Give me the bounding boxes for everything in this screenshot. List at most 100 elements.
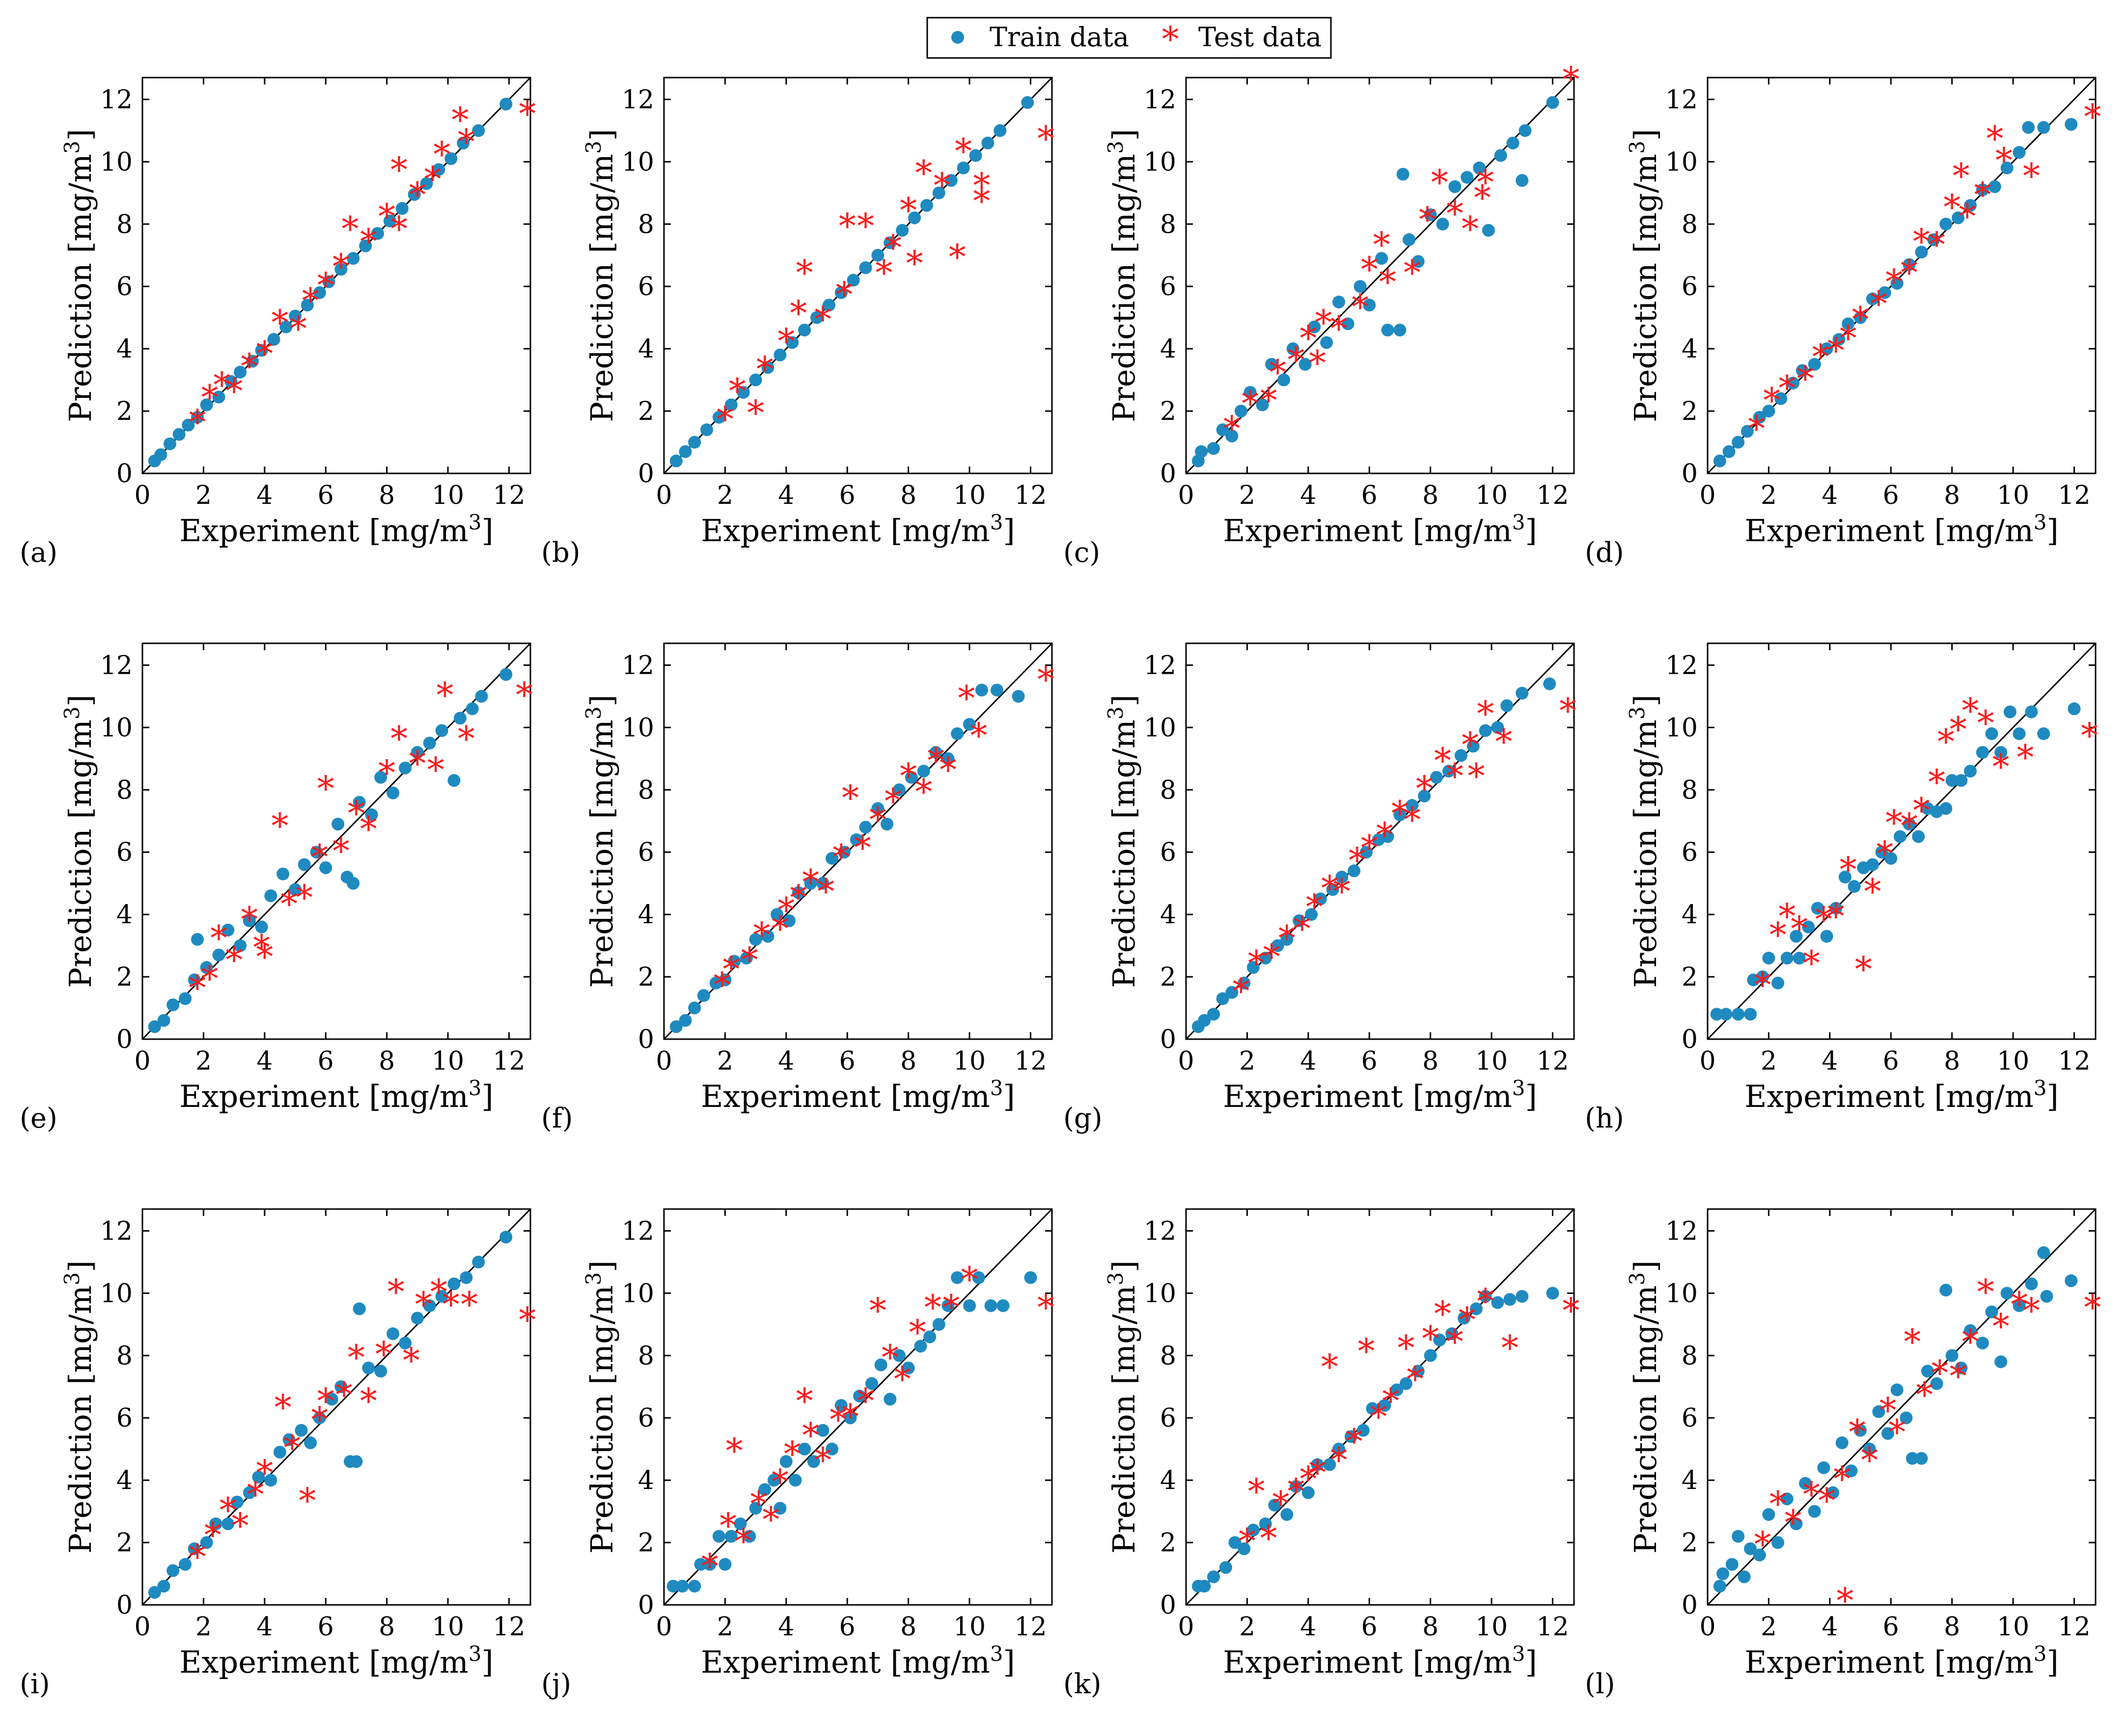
test-point: *	[1260, 381, 1277, 421]
x-tick-label: 8	[1944, 1612, 1960, 1642]
test-point: *	[247, 1475, 264, 1515]
train-point	[963, 718, 976, 731]
x-tick-label: 6	[1361, 1612, 1378, 1642]
train-point	[2000, 1287, 2014, 1300]
train-point	[1418, 789, 1431, 802]
train-point	[1298, 358, 1312, 371]
test-point: *	[341, 209, 359, 249]
train-point	[1939, 1284, 1953, 1297]
test-point: *	[753, 915, 771, 955]
x-tick-label: 4	[1822, 1612, 1838, 1642]
test-point: *	[832, 837, 850, 878]
y-tick-label: 12	[1665, 1216, 1698, 1246]
test-point: *	[253, 928, 270, 968]
train-point	[1780, 1492, 1794, 1506]
train-point	[914, 1340, 927, 1353]
y-tick-label: 4	[1682, 900, 1698, 930]
test-point: *	[299, 1481, 316, 1521]
test-point: *	[375, 1334, 392, 1375]
train-point	[387, 786, 400, 799]
test-point: *	[1346, 1422, 1363, 1462]
x-tick-label: 2	[195, 1047, 212, 1076]
train-point	[1884, 852, 1898, 865]
train-point	[1259, 951, 1272, 964]
train-point	[810, 311, 824, 324]
test-point: *	[360, 1381, 377, 1421]
train-point	[1491, 1296, 1504, 1309]
train-point	[1466, 740, 1480, 753]
train-point	[838, 846, 851, 859]
y-tick-label: 0	[638, 1591, 654, 1620]
train-point	[1393, 808, 1407, 822]
test-point: *	[939, 750, 957, 790]
train-point	[1411, 1365, 1425, 1378]
y-tick-label: 2	[1682, 963, 1698, 992]
test-point: *	[2081, 716, 2098, 756]
test-point: *	[1404, 252, 1421, 293]
test-point: *	[741, 940, 758, 980]
train-point	[1762, 951, 1775, 964]
x-axis-label: Experiment [mg/m3]	[1223, 510, 1537, 549]
y-tick-label: 12	[100, 651, 133, 680]
y-axis-label: Prediction [mg/m3]	[581, 694, 620, 988]
train-point	[984, 1299, 997, 1312]
test-point: *	[1931, 1353, 1948, 1393]
x-tick-label: 8	[1422, 1047, 1438, 1076]
train-point	[951, 727, 964, 741]
train-point	[1740, 425, 1754, 438]
y-axis-label: Prediction [mg/m3]	[1104, 694, 1142, 988]
x-tick-label: 6	[839, 1612, 856, 1642]
test-point: *	[842, 1397, 859, 1437]
y-tick-label: 6	[1682, 272, 1698, 302]
train-point	[1225, 429, 1239, 442]
y-tick-label: 12	[622, 1216, 654, 1246]
test-point: *	[1778, 896, 1796, 937]
x-tick-label: 12	[1014, 1047, 1047, 1076]
train-point	[1725, 1558, 1739, 1571]
train-point	[371, 227, 384, 240]
test-point: *	[1855, 949, 1872, 990]
train-point	[892, 1349, 906, 1362]
test-point: *	[1995, 140, 2013, 181]
train-point	[923, 1330, 937, 1344]
train-point	[276, 867, 290, 881]
train-point	[1710, 1008, 1723, 1021]
train-point	[188, 1542, 201, 1555]
train-point	[871, 802, 884, 815]
train-point	[499, 97, 513, 110]
train-point	[1277, 373, 1291, 386]
test-point: *	[430, 1272, 447, 1312]
test-point: *	[1397, 1328, 1414, 1368]
train-point	[902, 1361, 915, 1375]
train-point	[1378, 1399, 1391, 1412]
test-point: *	[2023, 156, 2040, 196]
panel-label: (d)	[1585, 537, 1624, 569]
train-point	[423, 1299, 436, 1312]
train-point	[472, 1255, 485, 1268]
train-point	[767, 1474, 780, 1487]
test-point: *	[1477, 1281, 1494, 1322]
train-point	[798, 324, 811, 337]
test-point: *	[829, 1400, 847, 1440]
test-point: *	[1287, 340, 1304, 380]
test-point: *	[1419, 200, 1436, 240]
test-point: *	[1763, 381, 1780, 421]
train-point	[941, 752, 955, 765]
y-tick-label: 8	[116, 775, 133, 805]
test-point: *	[906, 243, 923, 283]
y-tick-label: 8	[1160, 775, 1176, 805]
train-point	[432, 163, 445, 176]
test-point: *	[225, 940, 243, 980]
test-point: *	[894, 1359, 911, 1400]
y-tick-label: 4	[1160, 1466, 1176, 1495]
train-point	[1875, 846, 1888, 859]
train-point	[347, 252, 360, 265]
y-tick-label: 6	[638, 272, 654, 302]
test-point: *	[1791, 909, 1808, 949]
train-point	[773, 348, 787, 361]
y-tick-label: 4	[116, 900, 133, 930]
train-point	[1744, 1542, 1757, 1555]
y-tick-label: 4	[638, 334, 654, 364]
y-tick-label: 0	[116, 1025, 133, 1054]
